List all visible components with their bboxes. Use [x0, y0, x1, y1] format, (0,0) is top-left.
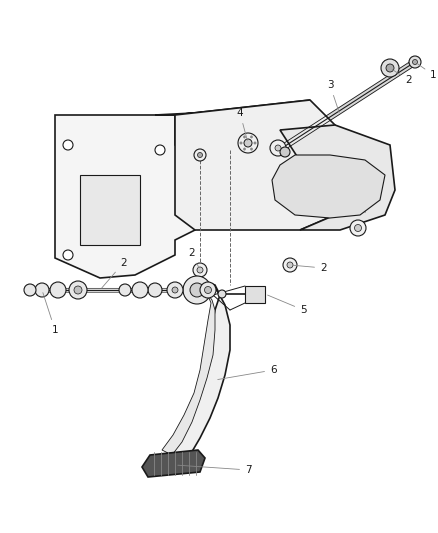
Text: 6: 6 [218, 365, 277, 379]
Circle shape [63, 140, 73, 150]
Text: 2: 2 [102, 258, 127, 288]
Circle shape [250, 136, 253, 138]
Polygon shape [162, 293, 215, 455]
Text: 3: 3 [327, 80, 339, 112]
Circle shape [183, 276, 211, 304]
Circle shape [386, 64, 394, 72]
Circle shape [132, 282, 148, 298]
Circle shape [35, 283, 49, 297]
Circle shape [63, 250, 73, 260]
Text: 1: 1 [417, 63, 437, 80]
Text: 1: 1 [43, 293, 58, 335]
Polygon shape [80, 175, 140, 245]
Polygon shape [175, 100, 335, 230]
Polygon shape [272, 155, 385, 218]
Circle shape [69, 281, 87, 299]
Circle shape [205, 287, 212, 294]
Circle shape [409, 56, 421, 68]
Circle shape [167, 282, 183, 298]
Circle shape [381, 59, 399, 77]
Circle shape [238, 133, 258, 153]
Polygon shape [245, 286, 265, 303]
Polygon shape [150, 280, 230, 465]
Circle shape [270, 140, 286, 156]
Circle shape [254, 142, 256, 144]
Circle shape [287, 262, 293, 268]
Circle shape [354, 224, 361, 231]
Circle shape [218, 290, 226, 298]
Circle shape [350, 220, 366, 236]
Text: 2: 2 [293, 263, 327, 273]
Circle shape [243, 136, 246, 138]
Text: 7: 7 [178, 465, 251, 475]
Circle shape [155, 145, 165, 155]
Circle shape [119, 284, 131, 296]
Circle shape [193, 263, 207, 277]
Text: 4: 4 [237, 108, 247, 140]
Circle shape [197, 267, 203, 273]
Circle shape [172, 287, 178, 293]
Circle shape [275, 145, 281, 151]
Circle shape [244, 139, 252, 147]
Polygon shape [142, 450, 205, 477]
Circle shape [148, 283, 162, 297]
Circle shape [413, 60, 417, 64]
Text: 2: 2 [392, 69, 412, 85]
Circle shape [198, 152, 202, 157]
Circle shape [50, 282, 66, 298]
Polygon shape [55, 115, 195, 278]
Text: 5: 5 [268, 295, 307, 315]
Circle shape [283, 258, 297, 272]
Circle shape [200, 282, 216, 298]
Polygon shape [280, 125, 395, 230]
Circle shape [243, 148, 246, 150]
Circle shape [240, 142, 242, 144]
Polygon shape [155, 100, 310, 115]
Circle shape [24, 284, 36, 296]
Circle shape [190, 283, 204, 297]
Text: 2: 2 [188, 248, 199, 268]
Circle shape [250, 148, 253, 150]
Circle shape [280, 147, 290, 157]
Circle shape [194, 149, 206, 161]
Circle shape [74, 286, 82, 294]
